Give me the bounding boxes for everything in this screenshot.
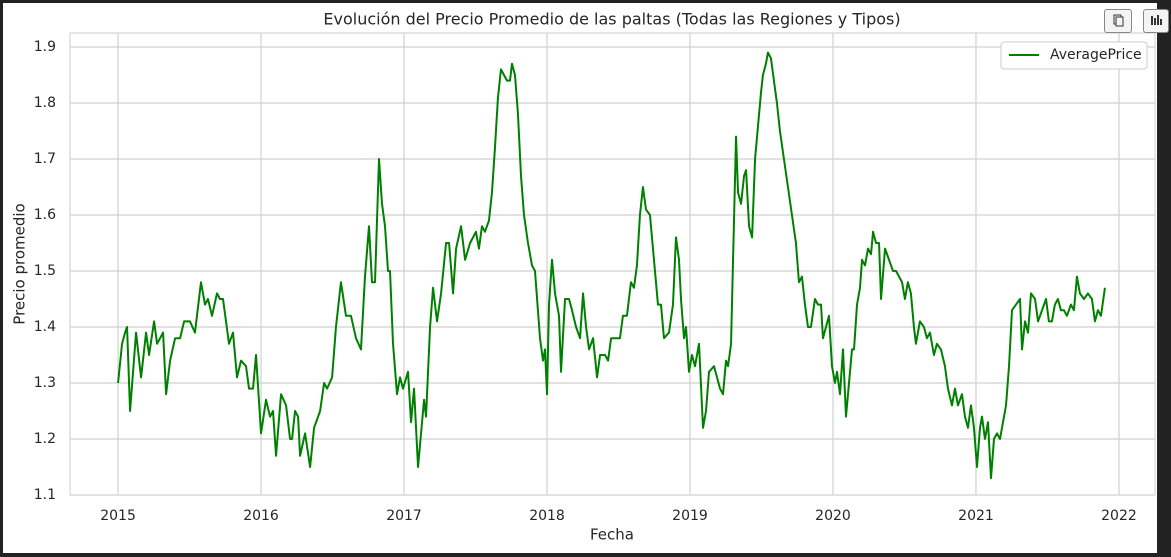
y-tick-label: 1.9 — [34, 39, 56, 55]
x-tick-label: 2022 — [1101, 508, 1137, 524]
plot-area — [69, 32, 1156, 496]
y-tick-label: 1.5 — [34, 263, 56, 279]
legend: AveragePrice — [1000, 41, 1148, 70]
chart-icon — [1151, 15, 1162, 25]
copy-icon — [1113, 14, 1124, 27]
y-tick-label: 1.1 — [34, 487, 56, 503]
x-tick-label: 2017 — [386, 508, 422, 524]
x-axis-label: Fecha — [590, 526, 634, 544]
y-tick-label: 1.2 — [34, 431, 56, 447]
y-tick-label: 1.7 — [34, 151, 56, 167]
legend-box — [1000, 41, 1148, 70]
chart-button[interactable] — [1143, 9, 1169, 33]
y-tick-label: 1.8 — [34, 95, 56, 111]
x-tick-label: 2021 — [958, 508, 994, 524]
x-tick-label: 2020 — [815, 508, 851, 524]
data-line — [117, 51, 1106, 480]
x-tick-label: 2016 — [243, 508, 279, 524]
marks — [117, 51, 1106, 480]
x-tick-label: 2018 — [529, 508, 565, 524]
x-tick-label: 2019 — [672, 508, 708, 524]
labels: 2015 2016 2017 2018 2019 2020 2021 2022 1.1 1.2 1.… — [34, 39, 1137, 524]
y-axis-label: Precio promedio — [11, 203, 29, 324]
legend-label: AveragePrice — [1050, 47, 1142, 63]
y-tick-label: 1.6 — [34, 207, 56, 223]
y-tick-label: 1.4 — [34, 319, 56, 335]
x-tick-label: 2015 — [100, 508, 136, 524]
chart-title: Evolución del Precio Promedio de las pal… — [323, 10, 900, 29]
y-tick-label: 1.3 — [34, 375, 56, 391]
copy-button[interactable] — [1104, 9, 1132, 33]
